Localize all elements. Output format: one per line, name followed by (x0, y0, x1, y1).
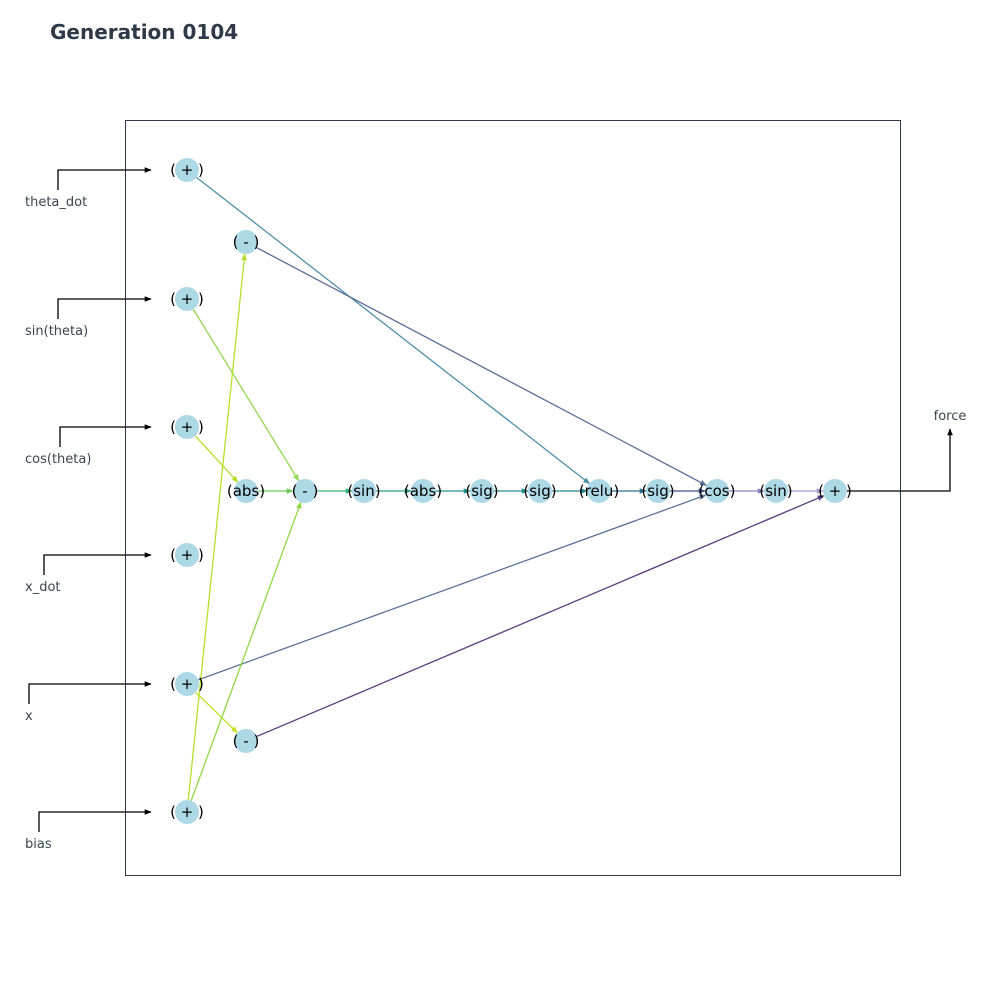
edge-n6-n7 (195, 691, 238, 734)
node-n15: (relu) (579, 479, 619, 503)
input-label-in_x_dot: x_dot (25, 580, 61, 595)
node-label: ( + ) (170, 803, 204, 821)
node-circle (764, 479, 788, 503)
node-n19: ( + ) (818, 479, 852, 503)
input-connector-in_cos_theta (59, 424, 152, 447)
node-n11: (sin) (347, 479, 381, 503)
output-connector (847, 428, 953, 492)
node-circle (528, 479, 552, 503)
edge-n7-n19 (256, 495, 825, 737)
input-label-in_bias: bias (25, 837, 52, 852)
node-n3: ( + ) (170, 287, 204, 311)
node-n2: ( - ) (233, 230, 260, 254)
edge-n3-n10 (192, 308, 300, 482)
node-label: (sig) (523, 482, 556, 500)
node-label: (relu) (579, 482, 619, 500)
node-label: (abs) (227, 482, 265, 500)
diagram-title: Generation 0104 (50, 20, 239, 44)
input-connector-in_x (28, 681, 152, 704)
node-circle (175, 287, 199, 311)
node-circle (175, 543, 199, 567)
node-label: (sig) (465, 482, 498, 500)
node-label: (sig) (641, 482, 674, 500)
node-label: ( + ) (170, 546, 204, 564)
node-circle (587, 479, 611, 503)
output-label: force (934, 409, 967, 424)
node-circle (175, 415, 199, 439)
node-label: (abs) (404, 482, 442, 500)
node-n6: ( + ) (170, 672, 204, 696)
node-circle (705, 479, 729, 503)
node-label: ( + ) (818, 482, 852, 500)
node-n14: (sig) (523, 479, 557, 503)
diagram-frame (125, 120, 901, 876)
input-connector-in_sin_theta (57, 296, 152, 319)
node-n7: ( - ) (233, 729, 260, 753)
node-n8: ( + ) (170, 800, 204, 824)
node-label: (sin) (347, 482, 380, 500)
node-circle (234, 230, 258, 254)
node-n16: (sig) (641, 479, 675, 503)
edge-n6-n17 (198, 494, 707, 681)
node-label: ( + ) (170, 675, 204, 693)
edge-n2-n17 (256, 247, 708, 486)
node-n12: (abs) (404, 479, 442, 503)
input-label-in_theta_dot: theta_dot (25, 195, 87, 210)
node-circle (175, 800, 199, 824)
input-label-in_x: x (25, 709, 33, 724)
edge-n8-n10 (190, 501, 302, 801)
edges-layer (187, 176, 825, 801)
edge-n8-n2 (187, 253, 247, 801)
edge-n4-n9 (194, 435, 239, 483)
input-label-in_sin_theta: sin(theta) (25, 324, 88, 339)
node-n17: (cos) (699, 479, 736, 503)
node-label: ( + ) (170, 161, 204, 179)
node-n18: (sin) (759, 479, 793, 503)
node-label: ( + ) (170, 290, 204, 308)
node-label: (cos) (699, 482, 736, 500)
node-circle (234, 479, 258, 503)
node-circle (352, 479, 376, 503)
node-n4: ( + ) (170, 415, 204, 439)
input-label-in_cos_theta: cos(theta) (25, 452, 91, 467)
node-circle (175, 158, 199, 182)
node-n13: (sig) (465, 479, 499, 503)
node-n9: (abs) (227, 479, 265, 503)
node-n1: ( + ) (170, 158, 204, 182)
input-connector-in_x_dot (43, 552, 152, 575)
node-circle (823, 479, 847, 503)
node-label: ( - ) (233, 233, 260, 251)
node-label: ( - ) (233, 732, 260, 750)
node-circle (646, 479, 670, 503)
node-circle (293, 479, 317, 503)
node-circle (175, 672, 199, 696)
input-connector-in_bias (38, 809, 152, 832)
edge-n1-n15 (196, 176, 591, 485)
nodes-layer: ( + ) ( - ) ( + ) ( + ) ( + ) ( + ) ( - ) ( + )… (170, 158, 852, 824)
node-circle (470, 479, 494, 503)
input-connector-in_theta_dot (57, 167, 152, 190)
node-label: ( - ) (292, 482, 319, 500)
node-label: ( + ) (170, 418, 204, 436)
node-circle (234, 729, 258, 753)
node-n5: ( + ) (170, 543, 204, 567)
node-circle (411, 479, 435, 503)
node-n10: ( - ) (292, 479, 319, 503)
node-label: (sin) (759, 482, 792, 500)
